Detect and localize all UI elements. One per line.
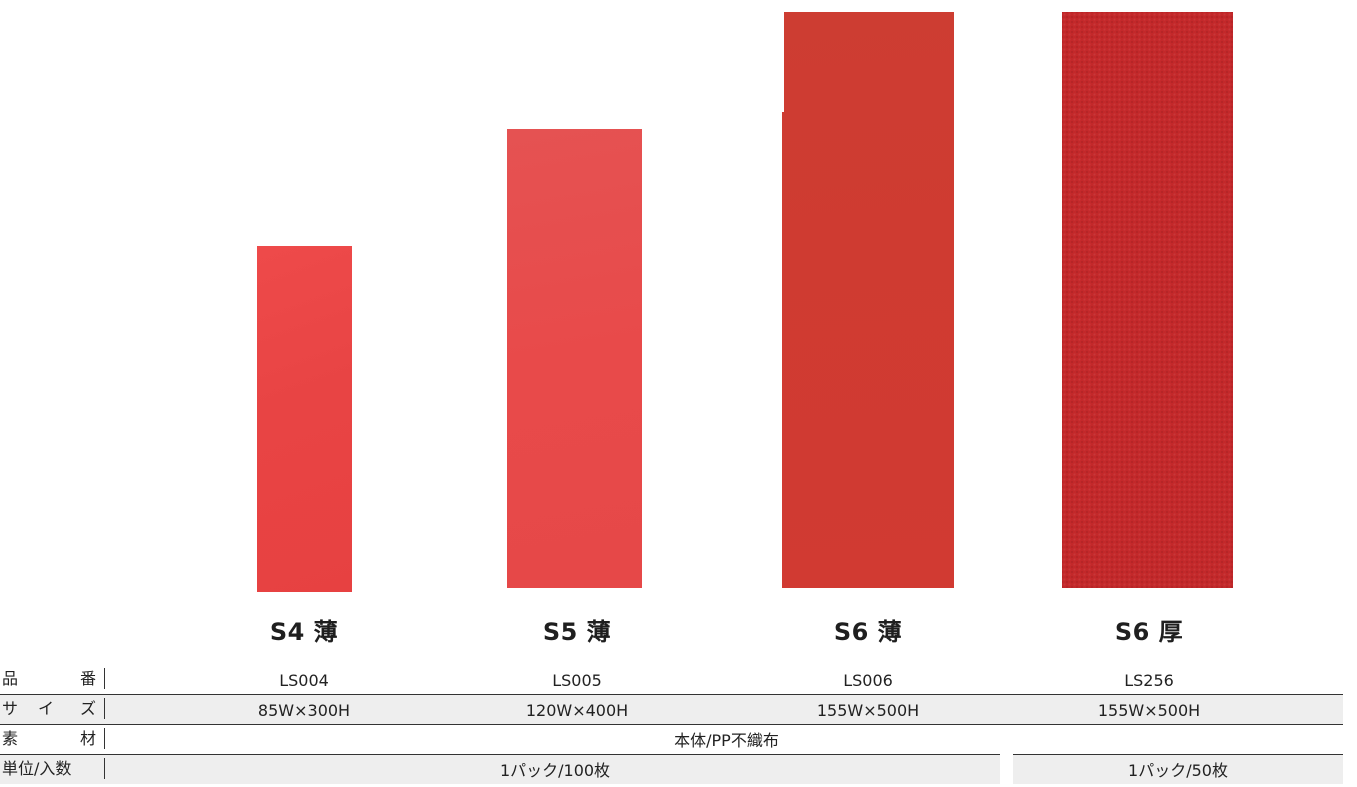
product-name-s6-thick: S6 厚 xyxy=(1114,618,1184,646)
spec-row-material: 素 材 本体/PP不織布 xyxy=(0,724,1357,754)
spec-label-size: サ イ ズ xyxy=(2,699,97,718)
row-divider xyxy=(0,754,1000,755)
row-shading xyxy=(0,694,1343,724)
unit-value-thin: 1パック/100枚 xyxy=(499,761,611,780)
size-s4-thin: 85W×300H xyxy=(257,701,351,720)
spec-row-size: サ イ ズ 85W×300H 120W×400H 155W×500H 155W×… xyxy=(0,694,1357,724)
bag-swatch-s4-thin xyxy=(257,246,352,592)
row-divider xyxy=(0,694,1343,695)
label-divider xyxy=(104,698,105,719)
code-s4-thin: LS004 xyxy=(279,671,329,690)
label-divider xyxy=(104,668,105,689)
code-s6-thin: LS006 xyxy=(843,671,893,690)
code-s6-thick: LS256 xyxy=(1124,671,1174,690)
label-divider xyxy=(104,758,105,779)
spec-label-code: 品 番 xyxy=(2,669,97,688)
row-shading xyxy=(1013,754,1343,784)
size-s6-thick: 155W×500H xyxy=(1097,701,1201,720)
row-divider xyxy=(1013,754,1343,755)
unit-value-thick: 1パック/50枚 xyxy=(1128,761,1228,780)
spec-row-code: 品 番 LS004 LS005 LS006 LS256 xyxy=(0,664,1357,694)
product-name-s4-thin: S4 薄 xyxy=(269,618,339,646)
spec-row-unit: 単位/入数 1パック/100枚 1パック/50枚 xyxy=(0,754,1357,784)
size-s5-thin: 120W×400H xyxy=(525,701,629,720)
row-divider xyxy=(0,724,1343,725)
code-s5-thin: LS005 xyxy=(552,671,602,690)
bag-swatch-s5-thin xyxy=(507,129,642,588)
size-s6-thin: 155W×500H xyxy=(816,701,920,720)
bag-swatch-s6-thick xyxy=(1062,12,1233,588)
spec-label-material: 素 材 xyxy=(2,729,97,748)
row-shading xyxy=(0,754,1000,784)
product-name-s5-thin: S5 薄 xyxy=(542,618,612,646)
bag-swatch-s6-thin xyxy=(782,12,954,588)
spec-label-unit: 単位/入数 xyxy=(2,759,72,778)
label-divider xyxy=(104,728,105,749)
product-name-s6-thin: S6 薄 xyxy=(833,618,903,646)
material-value: 本体/PP不織布 xyxy=(674,731,779,750)
